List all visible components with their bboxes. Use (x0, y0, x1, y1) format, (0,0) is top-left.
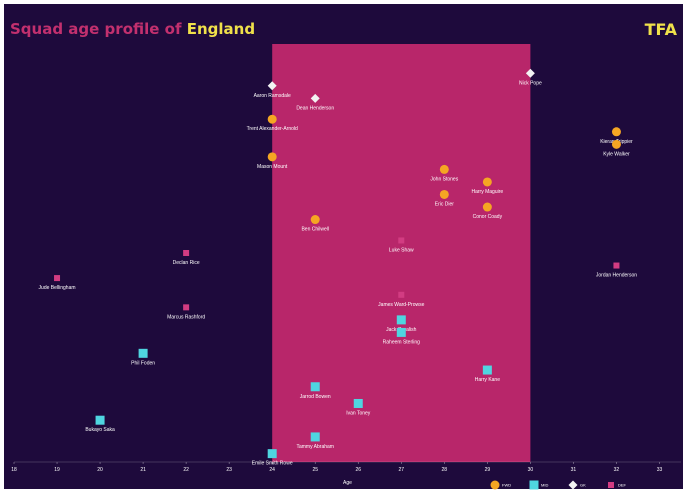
point-5 (611, 139, 621, 149)
x-tick-label-6: 24 (269, 467, 275, 473)
point-23 (353, 398, 363, 408)
point-21 (482, 365, 492, 375)
point-1 (267, 81, 277, 91)
point-26 (267, 449, 277, 459)
point-label-17: Marcus Rashford (167, 314, 205, 320)
title-team: England (186, 20, 256, 38)
x-tick-label-11: 29 (485, 467, 491, 473)
legend-label-3: DEF (618, 483, 627, 488)
x-tick-label-0: 18 (11, 467, 17, 473)
point-label-20: Phil Foden (131, 360, 155, 366)
brand-logo: TFA (644, 20, 677, 39)
point-12 (398, 237, 405, 244)
legend-label-1: MID (541, 483, 548, 488)
point-25 (310, 432, 320, 442)
point-19 (396, 327, 406, 337)
point-label-1: Aaron Ramsdale (254, 93, 291, 99)
point-label-0: Nick Pope (519, 80, 542, 86)
point-label-11: Ben Chilwell (301, 227, 329, 233)
point-label-13: Declan Rice (173, 260, 200, 266)
point-label-7: John Stones (430, 176, 458, 182)
point-11 (310, 215, 320, 225)
x-tick-label-12: 30 (528, 467, 534, 473)
title-prefix: Squad age profile of (10, 20, 187, 38)
point-2 (310, 93, 320, 103)
point-10 (482, 202, 492, 212)
point-0 (525, 68, 535, 78)
point-17 (183, 304, 190, 311)
x-tick-label-13: 31 (571, 467, 577, 473)
x-tick-label-14: 32 (614, 467, 620, 473)
point-22 (310, 382, 320, 392)
x-tick-label-15: 33 (657, 467, 663, 473)
point-8 (482, 177, 492, 187)
point-4 (611, 127, 621, 137)
legend-marker-2 (568, 480, 578, 490)
point-9 (439, 189, 449, 199)
point-label-6: Mason Mount (257, 164, 288, 170)
point-label-14: Jordan Henderson (596, 273, 637, 279)
points-layer: Nick Pope Aaron Ramsdale Dean Henderson Tre… (39, 68, 637, 467)
point-16 (398, 291, 405, 298)
legend-label-2: GK (580, 483, 586, 488)
legend-label-0: FWD (502, 483, 511, 488)
point-label-21: Harry Kane (475, 377, 501, 383)
chart-title: Squad age profile of England (10, 20, 255, 38)
x-tick-label-2: 20 (97, 467, 103, 473)
point-label-9: Eric Dier (435, 201, 455, 207)
x-tick-label-7: 25 (312, 467, 318, 473)
legend-marker-3 (608, 482, 614, 488)
point-label-15: Jude Bellingham (39, 285, 76, 291)
point-label-8: Harry Maguire (472, 189, 504, 195)
x-axis: 18 19 20 21 22 23 24 25 26 27 28 29 30 31 32 33 Age (11, 461, 681, 486)
point-13 (183, 250, 190, 256)
point-label-12: Luke Shaw (389, 247, 414, 253)
point-24 (95, 415, 105, 425)
x-tick-label-3: 21 (140, 467, 146, 473)
legend: FWD MID GK DEF (490, 480, 627, 490)
point-label-10: Conor Coady (473, 214, 503, 220)
point-label-22: Jarrod Bowen (300, 394, 331, 400)
point-label-3: Trent Alexander-Arnold (247, 126, 298, 132)
point-label-16: James Ward-Prowse (378, 302, 424, 308)
x-tick-label-1: 19 (54, 467, 60, 473)
x-tick-label-10: 28 (442, 467, 448, 473)
point-label-2: Dean Henderson (296, 105, 334, 111)
peak-age-band (272, 44, 531, 462)
legend-marker-0 (490, 480, 500, 490)
point-label-25: Tammy Abraham (296, 444, 334, 450)
point-label-26: Emile Smith Rowe (252, 461, 293, 467)
point-15 (54, 275, 61, 282)
legend-marker-1 (529, 480, 539, 490)
x-tick-label-4: 22 (183, 467, 189, 473)
point-7 (439, 164, 449, 174)
x-tick-label-9: 27 (399, 467, 405, 473)
point-18 (396, 315, 406, 325)
point-label-5: Kyle Walker (603, 151, 630, 157)
point-label-19: Raheem Sterling (383, 339, 420, 345)
point-14 (613, 262, 620, 269)
peak-age-band-layer (272, 44, 531, 462)
x-axis-label: Age (343, 480, 352, 486)
point-6 (267, 152, 277, 162)
x-tick-label-5: 23 (226, 467, 232, 473)
point-label-23: Ivan Toney (346, 410, 371, 416)
x-tick-label-8: 26 (355, 467, 361, 473)
point-label-24: Bukayo Saka (85, 427, 115, 433)
point-20 (138, 348, 148, 358)
point-3 (267, 114, 277, 124)
